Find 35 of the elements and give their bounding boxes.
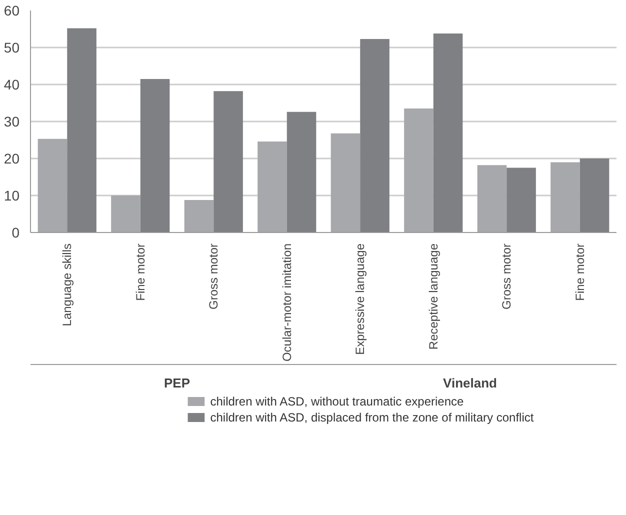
- y-tick-label: 40: [4, 76, 20, 92]
- bar: [550, 162, 580, 232]
- legend-label: children with ASD, displaced from the zone of military conflict: [210, 410, 534, 424]
- y-tick-label: 30: [4, 114, 20, 130]
- bar: [360, 38, 390, 232]
- x-tick-label: Fine motor: [572, 243, 587, 301]
- bar: [258, 141, 287, 232]
- y-tick-label: 0: [12, 224, 20, 240]
- bar: [433, 33, 463, 232]
- bar: [184, 200, 214, 232]
- bar: [477, 165, 507, 232]
- x-tick-label: Expressive language: [353, 243, 368, 355]
- bar: [111, 196, 140, 232]
- x-tick-label: Gross motor: [206, 243, 221, 310]
- bar: [214, 91, 243, 232]
- bar: [330, 133, 360, 232]
- x-tick-label: Language skills: [60, 243, 74, 326]
- x-tick-label: Gross motor: [500, 243, 514, 310]
- bar: [404, 108, 434, 232]
- bar: [38, 138, 68, 232]
- legend-label: children with ASD, without traumatic experience: [210, 394, 464, 408]
- bar: [67, 28, 96, 232]
- bar: [286, 112, 316, 232]
- bar: [506, 168, 536, 232]
- bar: [140, 78, 170, 232]
- x-tick-label: Fine motor: [133, 243, 148, 301]
- y-tick-label: 20: [4, 150, 20, 166]
- y-tick-label: 60: [4, 2, 20, 18]
- y-tick-label: 50: [4, 40, 20, 56]
- x-tick-label: Receptive language: [426, 243, 440, 350]
- text: Vineland: [443, 376, 498, 390]
- bar: [580, 158, 610, 232]
- y-tick-label: 10: [4, 188, 20, 204]
- text: PEP: [164, 376, 190, 390]
- x-tick-label: Ocular-motor imitation: [280, 244, 294, 362]
